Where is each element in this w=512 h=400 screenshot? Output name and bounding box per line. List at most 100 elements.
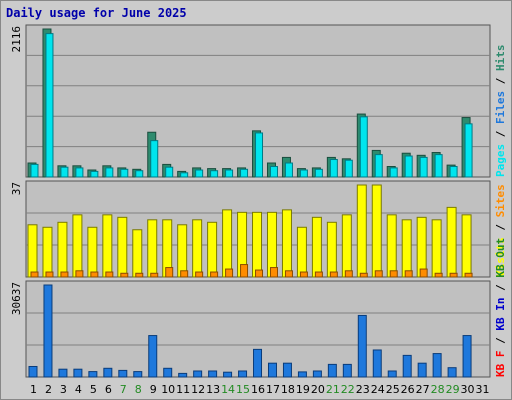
bar-sites-day-18 xyxy=(284,270,293,278)
bar-kbytes-day-21 xyxy=(327,363,337,378)
bar-sites-day-14 xyxy=(225,268,234,278)
bar-sites-day-11 xyxy=(180,270,189,278)
bar-visits-day-4 xyxy=(72,214,83,278)
bar-sites-day-23 xyxy=(359,272,368,278)
legend-item: KB Out xyxy=(494,238,507,278)
bar-files-day-7 xyxy=(120,168,129,178)
day-label-9: 9 xyxy=(150,383,157,396)
bar-files-day-15 xyxy=(240,168,249,178)
bar-kbytes-day-23 xyxy=(357,314,367,378)
bar-kbytes-day-27 xyxy=(417,362,427,378)
bar-visits-day-18 xyxy=(281,209,292,278)
bar-sites-day-19 xyxy=(299,271,308,278)
bar-kbytes-day-4 xyxy=(73,368,83,378)
bar-visits-day-7 xyxy=(117,216,128,278)
legend-kbytes: KB F / KB In / KB Out xyxy=(494,238,507,377)
bar-sites-day-20 xyxy=(314,271,323,278)
legend-item: Visits xyxy=(494,237,507,277)
bar-files-day-29 xyxy=(449,166,458,178)
bar-kbytes-day-3 xyxy=(58,368,68,378)
bar-visits-day-2 xyxy=(42,226,53,278)
bar-kbytes-day-17 xyxy=(267,362,277,378)
day-label-11: 11 xyxy=(176,383,190,396)
day-label-15: 15 xyxy=(236,383,250,396)
bar-sites-day-3 xyxy=(60,271,69,278)
legend-item: Pages xyxy=(494,144,507,177)
bar-sites-day-13 xyxy=(210,271,219,278)
bar-visits-day-30 xyxy=(461,214,472,278)
bar-kbytes-day-6 xyxy=(103,367,113,378)
bar-kbytes-day-19 xyxy=(297,371,307,378)
bar-visits-day-23 xyxy=(356,184,367,278)
bar-sites-day-9 xyxy=(150,272,159,278)
bar-sites-day-24 xyxy=(374,270,383,278)
day-label-16: 16 xyxy=(251,383,265,396)
bar-kbytes-day-25 xyxy=(387,370,397,378)
bar-files-day-4 xyxy=(75,167,84,178)
bar-files-day-23 xyxy=(359,116,368,178)
bar-files-day-24 xyxy=(374,154,383,178)
legend-visits-sites: Visits / Sites xyxy=(494,184,507,277)
bar-files-day-18 xyxy=(284,162,293,178)
bar-kbytes-day-29 xyxy=(447,367,457,378)
bar-visits-day-5 xyxy=(87,226,98,278)
day-label-28: 28 xyxy=(431,383,445,396)
legend-separator: / xyxy=(494,217,507,237)
bar-kbytes-day-8 xyxy=(133,371,143,378)
day-label-19: 19 xyxy=(296,383,310,396)
bar-files-day-27 xyxy=(419,156,428,178)
legend-item: Hits xyxy=(494,45,507,72)
day-label-10: 10 xyxy=(161,383,175,396)
bar-kbytes-day-7 xyxy=(118,369,128,378)
bar-kbytes-day-26 xyxy=(402,354,412,378)
bar-visits-day-3 xyxy=(57,221,68,278)
bar-files-day-22 xyxy=(344,159,353,178)
bar-files-day-3 xyxy=(60,166,69,178)
bar-files-day-5 xyxy=(90,170,99,178)
day-label-2: 2 xyxy=(45,383,52,396)
day-label-24: 24 xyxy=(371,383,385,396)
bar-files-day-6 xyxy=(105,167,114,178)
legend-item: Sites xyxy=(494,184,507,217)
legend-separator: / xyxy=(494,331,507,351)
day-label-20: 20 xyxy=(311,383,325,396)
legend-separator: / xyxy=(494,278,507,298)
day-label-14: 14 xyxy=(221,383,235,396)
bar-kbytes-day-22 xyxy=(342,363,352,378)
bar-visits-day-14 xyxy=(222,209,233,278)
bar-files-day-10 xyxy=(165,166,174,178)
legend-item: KB In xyxy=(494,298,507,331)
bar-visits-day-24 xyxy=(371,184,382,278)
bar-sites-day-21 xyxy=(329,271,338,278)
bar-kbytes-day-12 xyxy=(193,370,203,378)
ymax-label-visits-sites: 37 xyxy=(10,182,23,195)
day-label-12: 12 xyxy=(191,383,205,396)
day-label-27: 27 xyxy=(416,383,430,396)
bar-kbytes-day-30 xyxy=(462,335,472,378)
bar-files-day-9 xyxy=(150,140,159,178)
ymax-label-hits-files-pages: 2116 xyxy=(10,26,23,53)
day-label-6: 6 xyxy=(105,383,112,396)
bar-sites-day-16 xyxy=(255,269,264,278)
legend-item: KB F xyxy=(494,351,507,378)
bar-kbytes-day-14 xyxy=(223,371,233,378)
bar-sites-day-27 xyxy=(419,268,428,278)
bar-sites-day-15 xyxy=(240,264,249,278)
bar-files-day-26 xyxy=(404,155,413,178)
bar-visits-day-26 xyxy=(401,219,412,278)
bar-visits-day-19 xyxy=(296,226,307,278)
bar-visits-day-28 xyxy=(431,219,442,278)
day-label-22: 22 xyxy=(341,383,355,396)
bar-kbytes-day-13 xyxy=(208,370,218,378)
day-label-30: 30 xyxy=(461,383,475,396)
bar-kbytes-day-9 xyxy=(148,335,158,378)
bar-kbytes-day-10 xyxy=(163,367,173,378)
ymax-label-kbytes: 30637 xyxy=(10,282,23,315)
bar-files-day-14 xyxy=(225,169,234,178)
bar-files-day-13 xyxy=(210,170,219,178)
bar-files-day-8 xyxy=(135,170,144,178)
bar-files-day-28 xyxy=(434,154,443,178)
bar-sites-day-22 xyxy=(344,270,353,278)
bar-visits-day-13 xyxy=(207,221,218,278)
